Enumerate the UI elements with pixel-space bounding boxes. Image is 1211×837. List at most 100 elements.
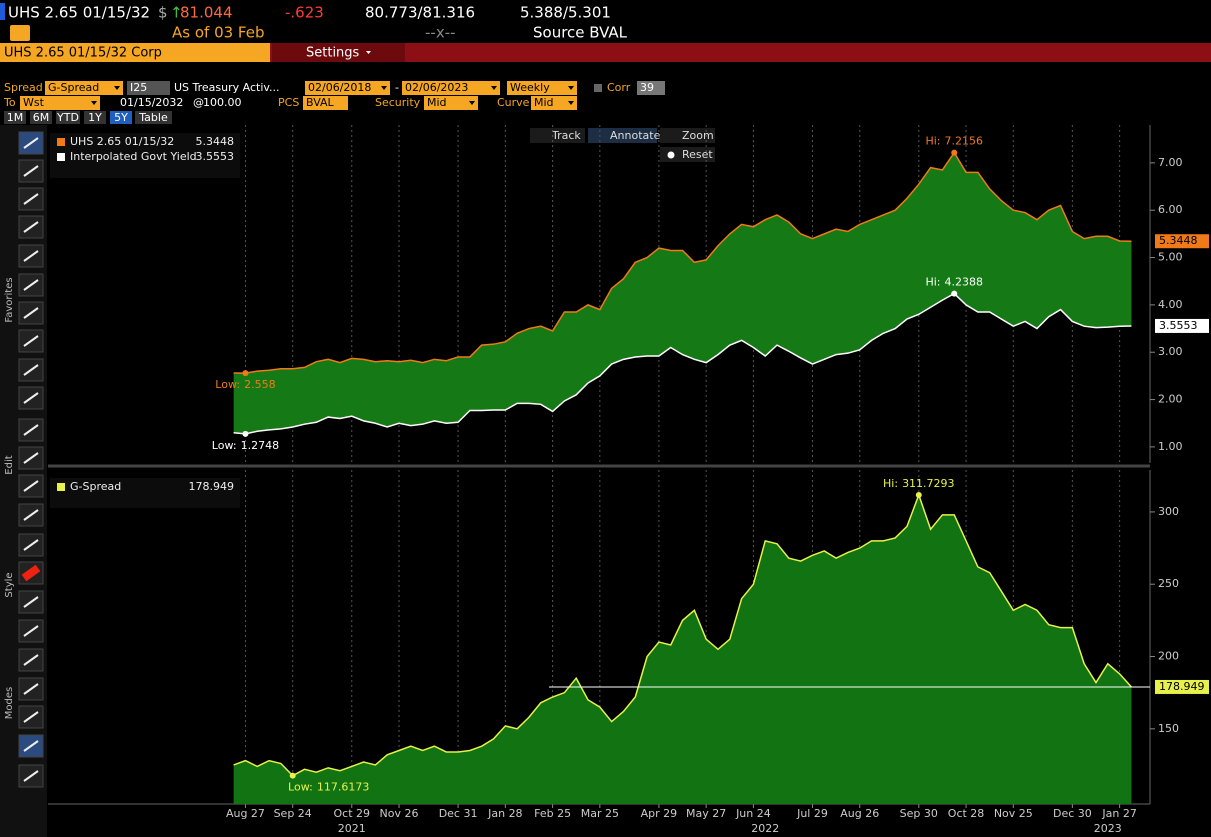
settings-label[interactable]: Settings bbox=[306, 46, 360, 61]
tool-glyph bbox=[23, 625, 39, 637]
range-label[interactable]: 5Y bbox=[114, 111, 128, 124]
tool-glyph bbox=[23, 137, 39, 149]
range-button[interactable] bbox=[110, 111, 132, 124]
range-label[interactable]: 1M bbox=[7, 111, 24, 124]
extreme-dot bbox=[242, 370, 249, 377]
control-box[interactable] bbox=[507, 81, 577, 95]
tool-glyph bbox=[23, 654, 39, 666]
control-value[interactable]: Mid bbox=[427, 96, 447, 109]
extreme-prefix: Hi: bbox=[883, 477, 898, 490]
x-tick-label: Aug 27 bbox=[226, 807, 265, 820]
reset-button[interactable] bbox=[660, 147, 715, 162]
control-value[interactable]: Weekly bbox=[510, 81, 550, 94]
control-label: PCS bbox=[278, 96, 299, 109]
last-value-label: 5.3448 bbox=[1159, 234, 1198, 247]
extreme-label: Low: 1.2748 bbox=[212, 439, 279, 452]
side-label: Favorites bbox=[4, 277, 15, 322]
annotate-button[interactable] bbox=[588, 128, 657, 143]
control-label: Curve bbox=[497, 96, 530, 109]
dropdown-caret bbox=[114, 86, 120, 90]
y-tick-label: 4.00 bbox=[1158, 298, 1183, 311]
last-value-label: 178.949 bbox=[1159, 680, 1205, 693]
security-name: UHS 2.65 01/15/32 Corp bbox=[4, 46, 162, 61]
ticker: UHS 2.65 01/15/32 bbox=[8, 4, 150, 22]
control-value[interactable]: 39 bbox=[640, 81, 654, 94]
as-of: As of 03 Feb bbox=[172, 24, 264, 42]
legend-name: UHS 2.65 01/15/32 bbox=[70, 135, 174, 148]
dropdown-caret bbox=[91, 101, 97, 105]
control-box[interactable] bbox=[531, 96, 577, 110]
x-tick-label: Oct 28 bbox=[948, 807, 985, 820]
extreme-value: 117.6173 bbox=[317, 781, 370, 794]
x-tick-label: Jan 27 bbox=[1101, 807, 1136, 820]
control-value[interactable]: Wst bbox=[23, 96, 45, 109]
control-value[interactable]: Mid bbox=[534, 96, 554, 109]
settings-caret bbox=[366, 51, 371, 54]
y-tick-label: 2.00 bbox=[1158, 393, 1183, 406]
control-box[interactable] bbox=[45, 81, 123, 95]
control-label: US Treasury Activ... bbox=[174, 81, 280, 94]
control-box[interactable] bbox=[424, 96, 478, 110]
tool-glyph bbox=[23, 683, 39, 695]
zoom-button[interactable] bbox=[660, 128, 715, 143]
settings-button[interactable] bbox=[272, 43, 405, 62]
control-value[interactable]: 02/06/2018 bbox=[308, 81, 371, 94]
range-button[interactable] bbox=[56, 111, 80, 124]
control-value[interactable]: BVAL bbox=[306, 96, 335, 109]
tool-label[interactable]: Track bbox=[551, 129, 581, 142]
dropdown-caret bbox=[568, 86, 574, 90]
tool-label[interactable]: Zoom bbox=[682, 129, 714, 142]
control-value[interactable]: G-Spread bbox=[48, 81, 99, 94]
tool-label[interactable]: Annotate bbox=[610, 129, 661, 142]
y-tick-label: 6.00 bbox=[1158, 203, 1183, 216]
extreme-label: Low: 2.558 bbox=[215, 378, 275, 391]
year-label: 2023 bbox=[1094, 822, 1122, 835]
legend-value: 178.949 bbox=[189, 480, 235, 493]
extreme-value: 7.2156 bbox=[945, 135, 984, 148]
control-box[interactable] bbox=[303, 96, 348, 110]
control-box[interactable] bbox=[127, 81, 170, 95]
track-button[interactable] bbox=[530, 128, 585, 143]
control-box[interactable] bbox=[402, 81, 500, 95]
control-box[interactable] bbox=[305, 81, 390, 95]
x-tick-label: Nov 26 bbox=[380, 807, 419, 820]
x-tick-label: Dec 31 bbox=[439, 807, 478, 820]
last-value-label: 3.5553 bbox=[1159, 319, 1198, 332]
control-label: 01/15/2032 bbox=[120, 96, 183, 109]
extreme-dot bbox=[289, 772, 296, 779]
x-tick-label: Sep 24 bbox=[274, 807, 312, 820]
range-label[interactable]: 6M bbox=[33, 111, 50, 124]
control-value[interactable]: 02/06/2023 bbox=[405, 81, 468, 94]
tool-glyph bbox=[23, 424, 39, 436]
x-tick-label: Sep 30 bbox=[900, 807, 938, 820]
extreme-prefix: Low: bbox=[215, 378, 240, 391]
tool-glyph bbox=[23, 193, 39, 205]
range-button[interactable] bbox=[135, 111, 172, 124]
control-box[interactable] bbox=[20, 96, 100, 110]
legend-name: G-Spread bbox=[70, 480, 121, 493]
range-button[interactable] bbox=[84, 111, 106, 124]
legend-swatch bbox=[57, 153, 65, 161]
source: Source BVAL bbox=[533, 24, 628, 42]
tool-glyph bbox=[23, 452, 39, 464]
tool-label[interactable]: Reset bbox=[682, 148, 713, 161]
range-button[interactable] bbox=[4, 111, 26, 124]
tool-glyph bbox=[23, 539, 39, 551]
control-value[interactable]: I25 bbox=[130, 81, 147, 94]
year-label: 2021 bbox=[338, 822, 366, 835]
range-label[interactable]: YTD bbox=[56, 111, 79, 124]
alert-icon[interactable] bbox=[10, 25, 30, 41]
corr-check[interactable] bbox=[594, 84, 602, 92]
x-tick-label: Jan 28 bbox=[487, 807, 522, 820]
extreme-prefix: Low: bbox=[288, 781, 313, 794]
x-tick-label: Nov 25 bbox=[994, 807, 1033, 820]
range-label[interactable]: Table bbox=[138, 111, 168, 124]
control-box[interactable] bbox=[637, 81, 665, 95]
tool-glyph bbox=[23, 307, 39, 319]
change: -.623 bbox=[285, 4, 324, 22]
range-label[interactable]: 1Y bbox=[88, 111, 102, 124]
legend-swatch bbox=[57, 138, 65, 146]
range-button[interactable] bbox=[30, 111, 52, 124]
side-label: Modes bbox=[4, 687, 15, 719]
x-tick-label: Jul 29 bbox=[796, 807, 828, 820]
